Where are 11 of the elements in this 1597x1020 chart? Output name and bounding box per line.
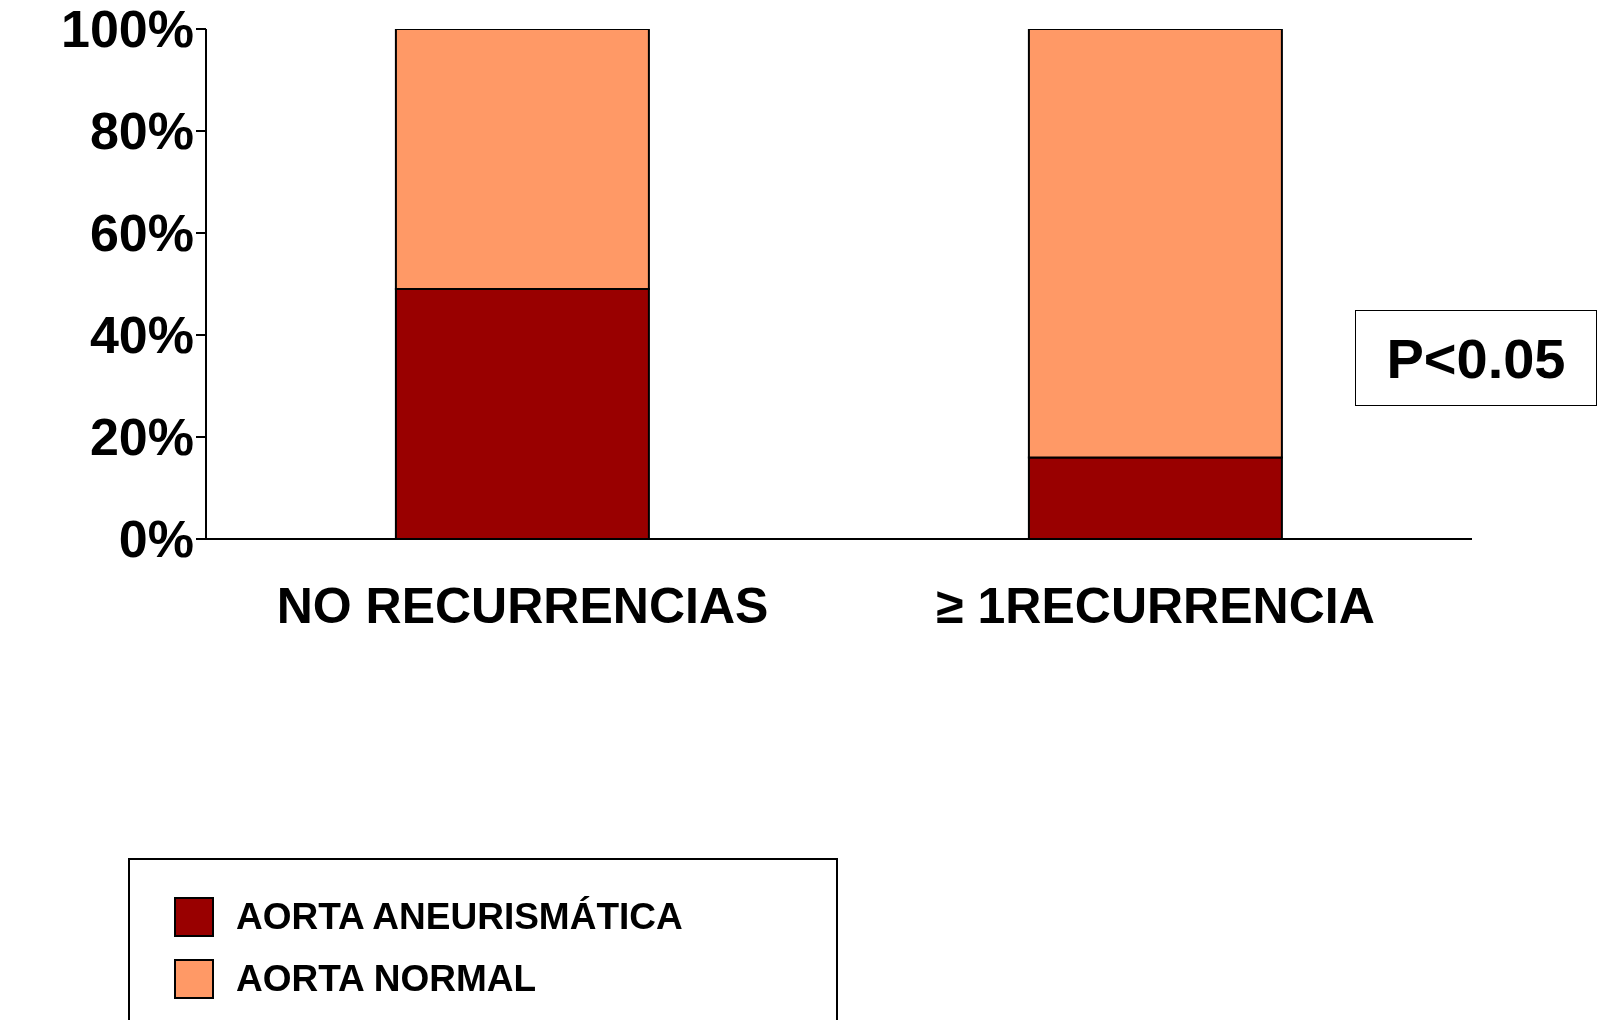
y-tick-label: 20%: [89, 408, 194, 467]
legend-label: AORTA NORMAL: [236, 958, 537, 1000]
x-tick-label: NO RECURRENCIAS: [276, 577, 769, 634]
legend-label: AORTA ANEURISMÁTICA: [236, 896, 683, 938]
y-tick-label: 60%: [89, 204, 194, 263]
y-tick-label: 100%: [61, 0, 194, 59]
y-tick-label: 80%: [89, 102, 194, 161]
y-tick-label: 40%: [89, 306, 194, 365]
y-tick-label: 0%: [118, 510, 194, 569]
annotation: P<0.05: [1355, 310, 1597, 406]
x-tick-label: ≥ 1RECURRENCIA: [936, 577, 1375, 634]
